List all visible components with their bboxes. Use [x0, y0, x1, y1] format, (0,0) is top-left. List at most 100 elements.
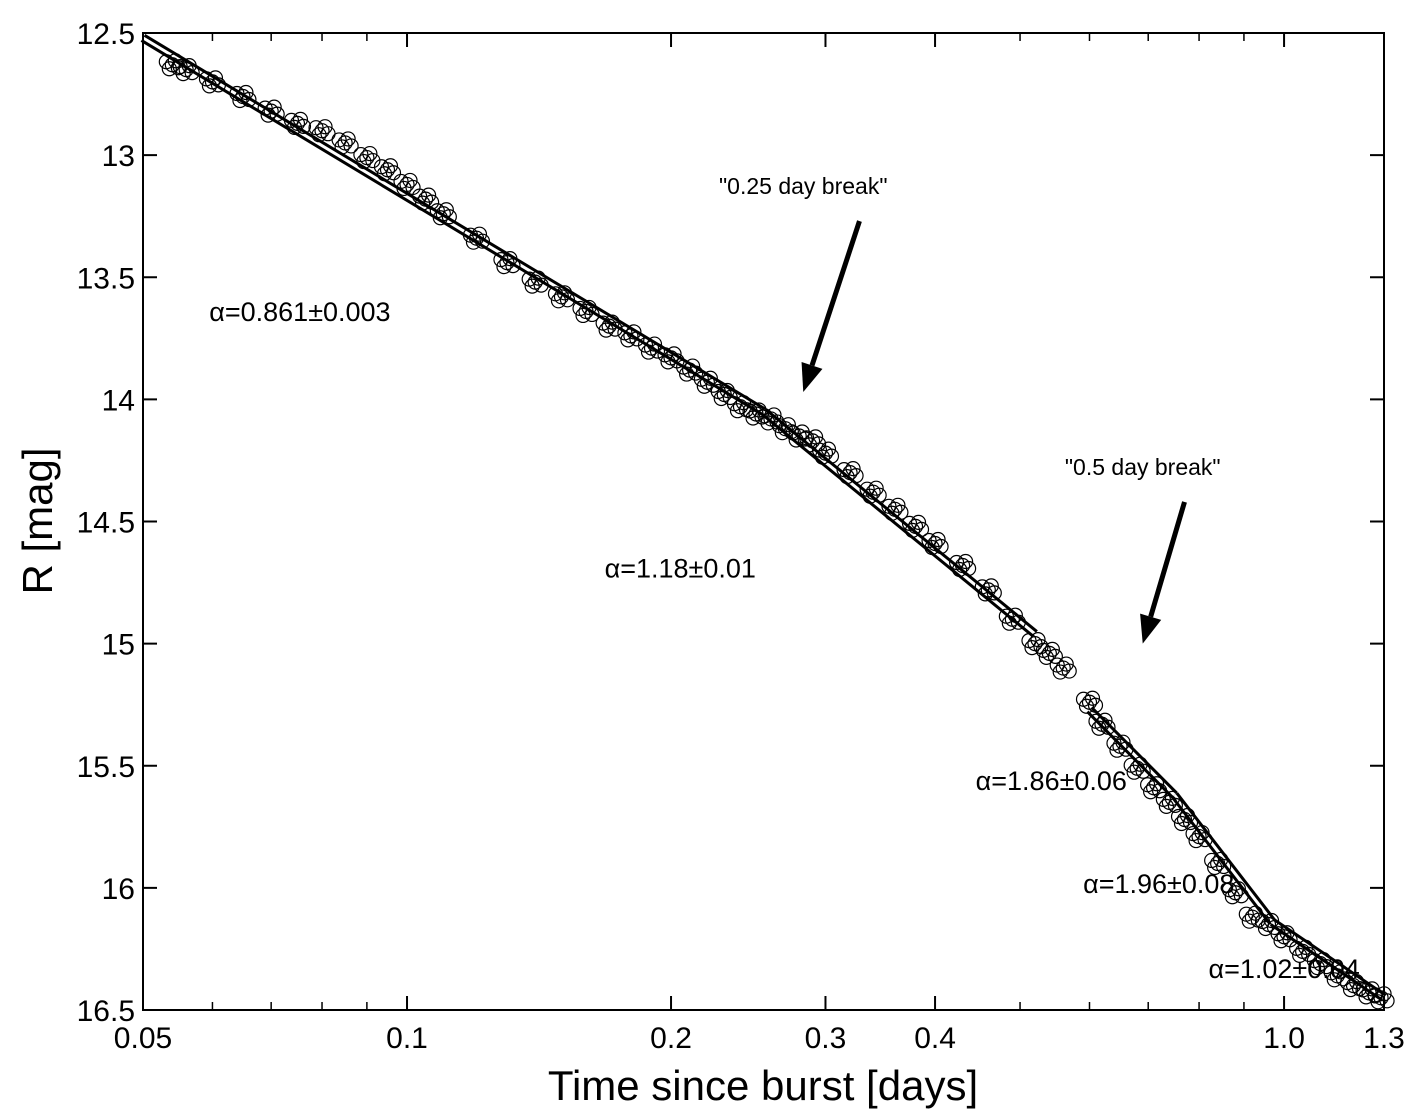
point-marker [229, 85, 245, 102]
point-marker [530, 270, 546, 286]
point-marker [1188, 832, 1204, 849]
point-marker [836, 462, 852, 478]
point-marker [1309, 959, 1325, 976]
x-tick-label: 0.1 [386, 1022, 428, 1055]
point-marker [676, 359, 692, 375]
point-marker [1007, 607, 1023, 623]
point-marker [207, 70, 224, 86]
point-marker [210, 77, 227, 93]
x-axis-label: Time since burst [days] [548, 1062, 978, 1109]
point-marker [1061, 663, 1077, 679]
point-marker [158, 54, 174, 70]
point-marker [170, 60, 186, 76]
point-marker [1194, 824, 1210, 841]
data-point [257, 99, 285, 123]
x-tick-label: 1.3 [1363, 1022, 1405, 1055]
point-marker [1204, 852, 1220, 869]
data-point [949, 553, 977, 578]
x-tick-label: 0.05 [114, 1022, 172, 1055]
point-marker [376, 166, 393, 182]
data-point [547, 285, 576, 309]
point-marker [1143, 784, 1159, 800]
break-label: "0.25 day break" [719, 173, 888, 199]
point-marker [823, 448, 840, 464]
data-point [373, 158, 402, 182]
point-marker [785, 425, 801, 441]
point-marker [637, 337, 654, 353]
slope-annotation: α=1.02±0.04 [1208, 954, 1359, 984]
y-tick-label: 13.5 [77, 262, 135, 295]
point-marker [974, 579, 990, 595]
data-point [1075, 690, 1104, 714]
point-marker [1173, 815, 1190, 832]
point-marker [1140, 777, 1156, 793]
point-marker [710, 383, 726, 400]
data-point [462, 226, 491, 250]
point-marker [353, 146, 369, 163]
point-marker [311, 127, 327, 143]
point-marker [845, 461, 861, 477]
point-marker [334, 139, 350, 155]
point-marker [693, 371, 709, 387]
point-marker [1367, 987, 1383, 1003]
data-point [710, 382, 738, 407]
point-marker [884, 505, 900, 521]
point-marker [977, 586, 993, 602]
data-point [1140, 776, 1168, 800]
tick-labels: 0.05 0.1 0.2 0.3 0.4 1.0 1.3 12.5 13 13.5 14 14.5 15… [77, 18, 1405, 1055]
point-marker [893, 504, 909, 520]
point-marker [1097, 712, 1113, 728]
point-marker [798, 430, 815, 446]
slope-annotations: α=0.861±0.003 α=1.18±0.01 α=1.86±0.06 α=1.9… [209, 297, 1360, 984]
data-point [595, 314, 623, 338]
point-marker [696, 378, 712, 394]
point-marker [1207, 859, 1223, 876]
data-point [859, 480, 887, 504]
point-marker [626, 324, 642, 340]
y-tick-label: 14 [102, 384, 135, 417]
point-marker [292, 111, 309, 127]
point-marker [429, 203, 445, 219]
point-marker [702, 370, 718, 386]
data-point [158, 53, 186, 77]
point-marker [1233, 888, 1249, 904]
point-marker [1100, 719, 1116, 735]
point-marker [862, 488, 878, 504]
point-marker [198, 71, 215, 87]
data-point [998, 607, 1026, 631]
point-marker [340, 131, 356, 147]
point-marker [1315, 951, 1331, 968]
data-point [172, 58, 200, 82]
point-marker [1257, 920, 1274, 937]
data-point [921, 531, 949, 556]
point-marker [1049, 657, 1065, 673]
point-marker [1109, 742, 1125, 758]
point-marker [161, 61, 177, 77]
point-marker [465, 234, 482, 250]
arrow-head [801, 362, 823, 393]
point-marker [1047, 648, 1063, 664]
point-marker [1213, 851, 1229, 868]
point-marker [201, 78, 218, 94]
point-marker [617, 325, 633, 341]
point-marker [365, 152, 381, 169]
point-marker [1087, 697, 1104, 713]
point-marker [1370, 994, 1386, 1010]
y-tick-label: 16 [102, 873, 135, 906]
point-marker [646, 336, 663, 352]
point-marker [238, 84, 254, 101]
data-point [1289, 939, 1317, 963]
data-point [331, 131, 359, 155]
point-marker [1221, 882, 1237, 898]
point-marker [1118, 741, 1134, 757]
x-tick-label: 1.0 [1263, 1022, 1305, 1055]
point-marker [1126, 764, 1142, 780]
data-point [429, 202, 457, 226]
point-marker [1164, 790, 1180, 806]
point-marker [1230, 881, 1246, 897]
point-marker [1167, 797, 1183, 813]
point-marker [910, 514, 927, 530]
y-tick-label: 15.5 [77, 751, 135, 784]
point-marker [629, 331, 645, 347]
point-marker [441, 209, 457, 225]
